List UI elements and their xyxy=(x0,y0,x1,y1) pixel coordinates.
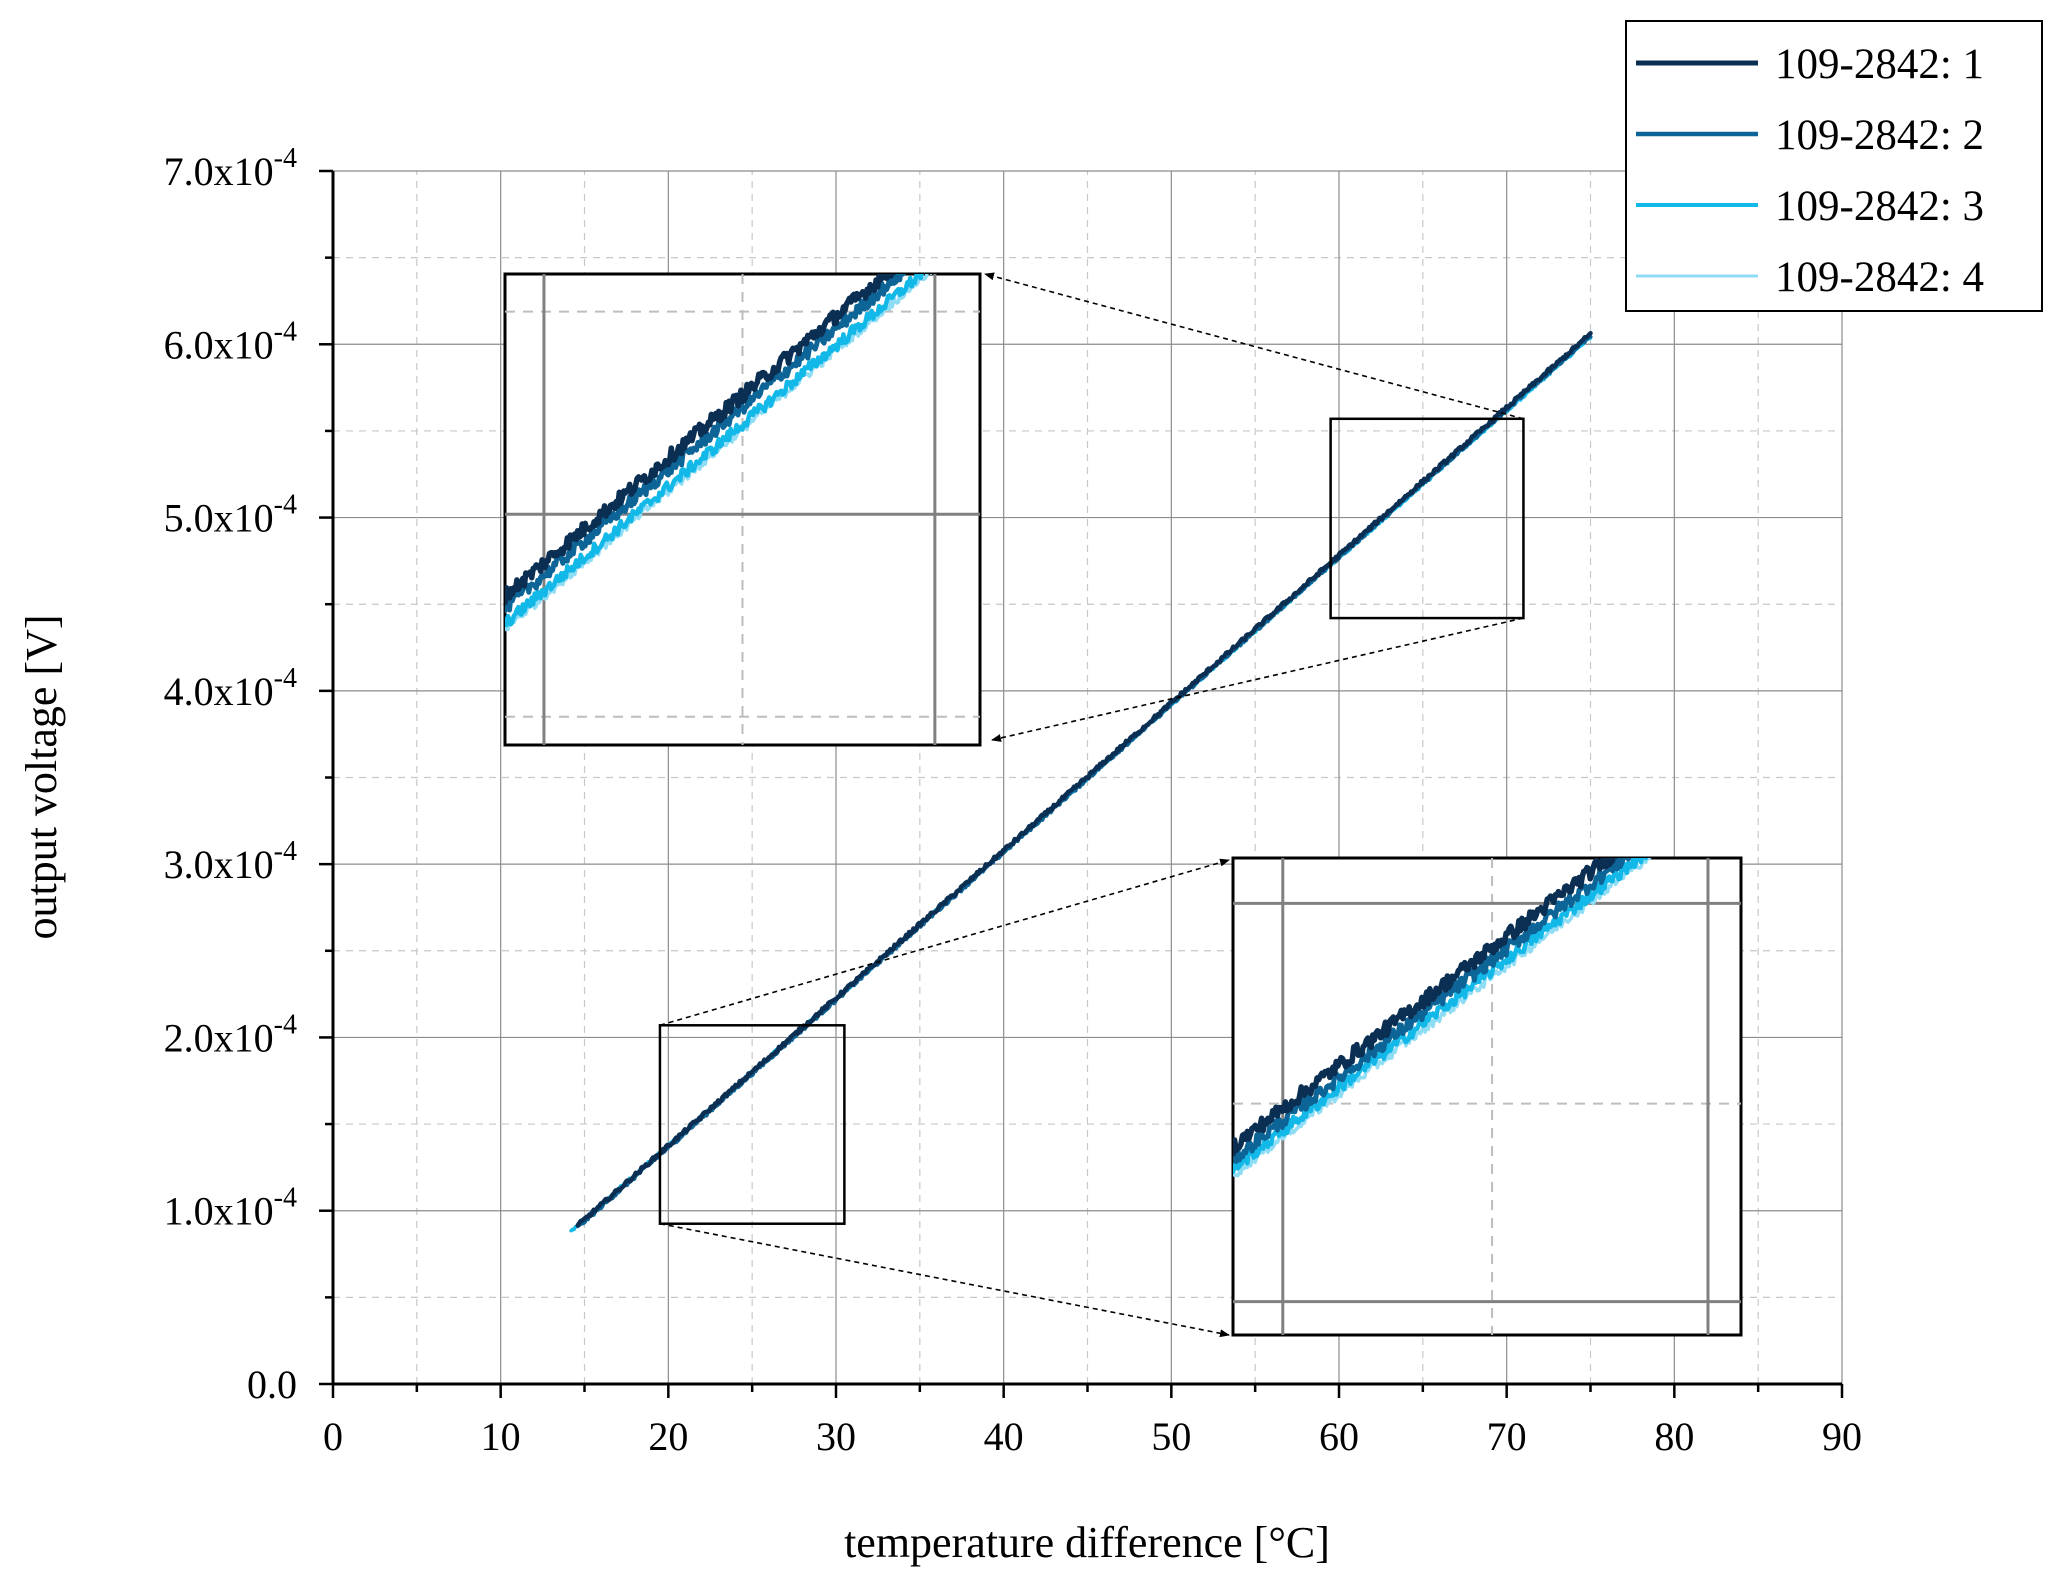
upper-left-inset-content xyxy=(505,274,980,745)
upper-left-inset-series-1 xyxy=(505,274,898,606)
y-tick-label: 4.0x10-4 xyxy=(164,663,297,714)
legend-label-1: 109-2842: 1 xyxy=(1775,41,1984,88)
upper-connector-bottom xyxy=(991,617,1524,742)
legend-label-3: 109-2842: 3 xyxy=(1775,183,1984,230)
upper-connector-top xyxy=(984,272,1524,420)
series-line-1 xyxy=(575,330,1593,1228)
y-tick-exponent: -4 xyxy=(274,836,297,867)
upper-left-inset xyxy=(503,272,982,747)
lower-connector-top xyxy=(659,858,1230,1027)
y-tick-exponent: -4 xyxy=(274,1009,297,1040)
y-tick-exponent: -4 xyxy=(274,316,297,347)
y-tick-label: 1.0x10-4 xyxy=(164,1183,297,1234)
y-tick-exponent: -4 xyxy=(274,490,297,521)
zoom-boxes xyxy=(658,417,1525,1225)
y-tick-exponent: -4 xyxy=(274,663,297,694)
legend: 109-2842: 1 109-2842: 2 109-2842: 3 109-284… xyxy=(1625,20,2043,312)
lower-right-inset-series-1 xyxy=(1233,858,1616,1157)
series-layer xyxy=(569,330,1593,1233)
y-axis-ticks: 0.01.0x10-42.0x10-43.0x10-44.0x10-45.0x1… xyxy=(164,143,333,1407)
legend-label-2: 109-2842: 2 xyxy=(1775,112,1984,159)
y-tick-mantissa: 5.0x10 xyxy=(164,496,274,541)
y-tick-label: 5.0x10-4 xyxy=(164,490,297,541)
lower-zoom-region-box xyxy=(658,1024,846,1225)
x-tick-label: 80 xyxy=(1654,1414,1694,1459)
y-tick-label: 3.0x10-4 xyxy=(164,836,297,887)
y-tick-mantissa: 0.0 xyxy=(247,1362,297,1407)
x-tick-label: 70 xyxy=(1487,1414,1527,1459)
y-tick-label: 0.0 xyxy=(247,1362,297,1407)
lower-right-inset-content xyxy=(1233,858,1741,1335)
legend-frame xyxy=(1625,20,2043,312)
y-tick-mantissa: 4.0x10 xyxy=(164,669,274,714)
x-axis-ticks: 0 10 20 30 40 50 60 70 80 90 xyxy=(323,1384,1862,1459)
lower-right-inset-series-2 xyxy=(1233,858,1632,1164)
y-tick-label: 2.0x10-4 xyxy=(164,1009,297,1060)
x-tick-label: 20 xyxy=(648,1414,688,1459)
x-tick-label: 90 xyxy=(1822,1414,1862,1459)
y-tick-mantissa: 6.0x10 xyxy=(164,322,274,367)
lower-connector-bottom xyxy=(659,1222,1230,1338)
x-tick-label: 10 xyxy=(481,1414,521,1459)
y-axis-title: output voltage [V] xyxy=(17,614,66,939)
insets xyxy=(503,272,1743,1338)
y-tick-exponent: -4 xyxy=(274,1183,297,1214)
legend-label-4: 109-2842: 4 xyxy=(1775,254,1984,301)
y-tick-mantissa: 3.0x10 xyxy=(164,842,274,887)
y-tick-label: 6.0x10-4 xyxy=(164,316,297,367)
upper-zoom-region-box xyxy=(1329,417,1525,620)
y-tick-mantissa: 7.0x10 xyxy=(164,149,274,194)
x-tick-label: 50 xyxy=(1151,1414,1191,1459)
upper-left-inset-series-3 xyxy=(505,274,925,628)
x-tick-label: 60 xyxy=(1319,1414,1359,1459)
lower-right-inset xyxy=(1231,856,1743,1337)
y-tick-label: 7.0x10-4 xyxy=(164,143,297,194)
upper-left-inset-series-2 xyxy=(505,274,907,614)
y-tick-mantissa: 2.0x10 xyxy=(164,1015,274,1060)
y-tick-mantissa: 1.0x10 xyxy=(164,1189,274,1234)
y-tick-exponent: -4 xyxy=(274,143,297,174)
x-axis-title: temperature difference [°C] xyxy=(844,1518,1330,1567)
x-tick-label: 40 xyxy=(984,1414,1024,1459)
x-tick-label: 30 xyxy=(816,1414,856,1459)
x-tick-label: 0 xyxy=(323,1414,343,1459)
